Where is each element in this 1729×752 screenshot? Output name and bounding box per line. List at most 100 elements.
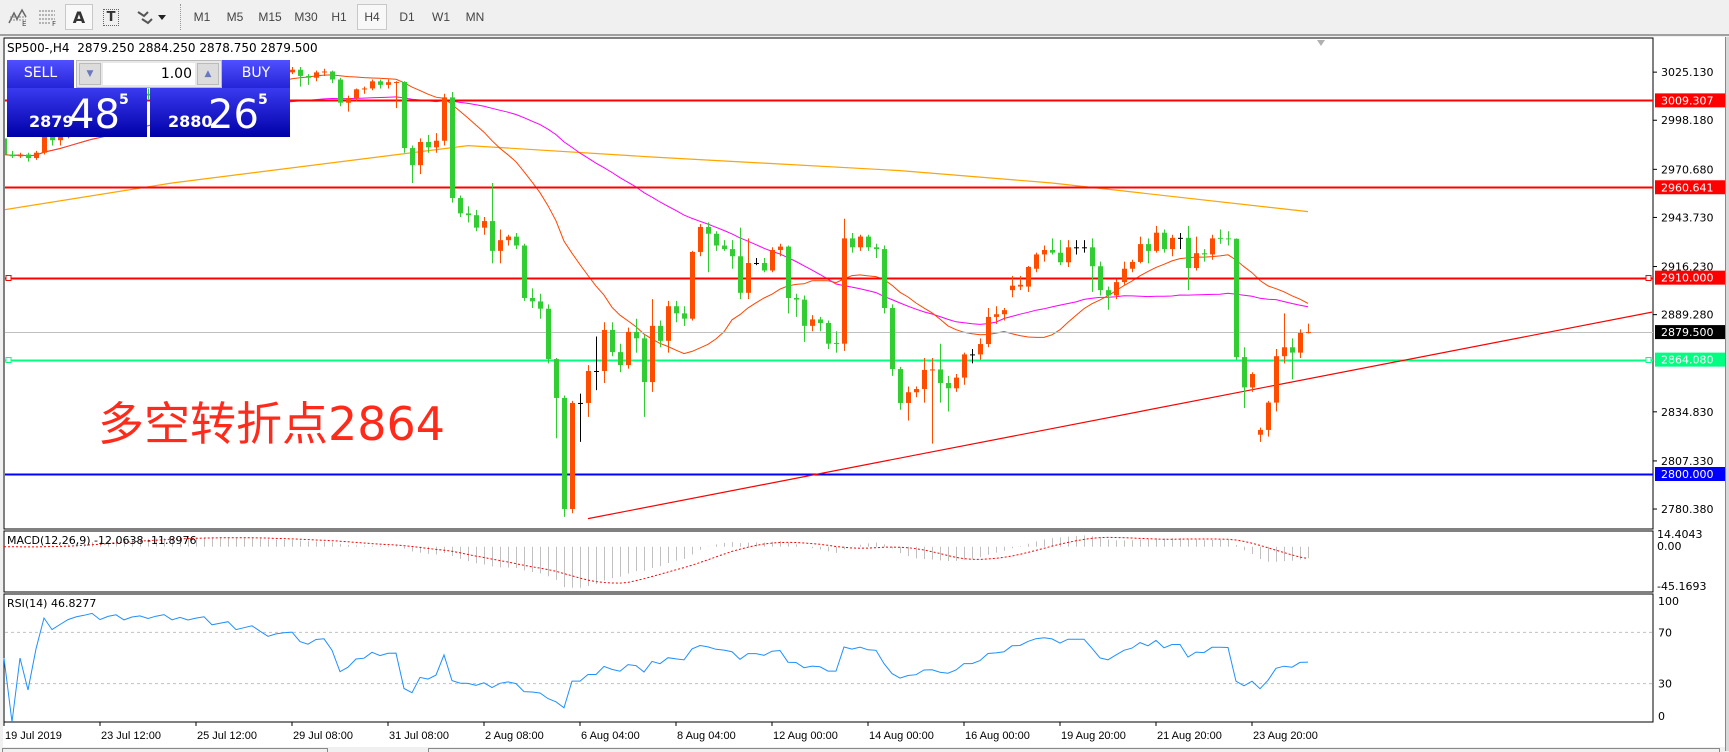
rsi-scale-label: 30	[1658, 678, 1672, 691]
candle	[1114, 279, 1119, 300]
candle	[906, 386, 911, 421]
candle-body	[602, 329, 607, 372]
buy-price-button[interactable]: 2880 26 5	[150, 88, 290, 137]
candle	[498, 229, 503, 264]
candle-body	[1282, 347, 1287, 357]
candle-body	[1298, 332, 1303, 353]
level-anchor-handle	[1645, 357, 1652, 363]
timeframe-m5-button[interactable]: M5	[226, 10, 244, 24]
sell-button[interactable]: SELL	[7, 60, 74, 88]
fibonacci-fan-icon[interactable]: F	[34, 4, 62, 30]
candle-body	[1114, 282, 1119, 296]
sell-price-button[interactable]: 2879 48 5	[7, 88, 147, 137]
candle	[1146, 238, 1151, 264]
candle-body	[5, 138, 7, 155]
candle-body	[514, 236, 519, 246]
chart-tab[interactable]	[2, 748, 328, 752]
rsi-scale-label: 100	[1658, 595, 1679, 608]
candle	[818, 316, 823, 332]
candle	[426, 134, 431, 153]
time-tick-label: 12 Aug 00:00	[773, 730, 838, 742]
candle-body	[994, 314, 999, 317]
candle-body	[42, 136, 47, 153]
candle	[826, 320, 831, 350]
candle	[842, 218, 847, 351]
one-click-trading-panel: SELL ▼ 1.00 ▲ BUY 2879 48 5 2880 26 5	[6, 60, 291, 138]
price-level-tag-text: 2879.500	[1661, 326, 1714, 339]
candle-body	[986, 316, 991, 345]
timeframe-m30-button[interactable]: M30	[294, 10, 318, 24]
candle	[1210, 234, 1215, 260]
timeframe-m15-button[interactable]: M15	[258, 10, 282, 24]
macd-label: MACD(12,26,9) -12.0638 -11.8976	[7, 534, 197, 547]
rsi-line	[3, 612, 1309, 723]
candle-body	[1242, 357, 1247, 388]
candle	[1202, 249, 1207, 262]
candle	[738, 227, 743, 300]
candle-body	[1178, 237, 1183, 239]
candle-body	[970, 354, 975, 356]
candle	[834, 331, 839, 353]
candle-body	[1106, 290, 1111, 296]
timeframe-h1-button[interactable]: H1	[331, 10, 347, 24]
candle-body	[50, 136, 55, 141]
candle-body	[146, 93, 151, 96]
candle-body	[706, 226, 711, 234]
candle	[1090, 238, 1095, 292]
candle-body	[1034, 254, 1039, 269]
candle-body	[434, 140, 439, 148]
macd-scale-label: 14.4043	[1657, 528, 1703, 541]
candle	[706, 222, 711, 273]
candle	[874, 243, 879, 259]
text-box-icon[interactable]: T	[97, 4, 125, 30]
candle-body	[866, 236, 871, 248]
candle-body	[802, 299, 807, 326]
candle-body	[530, 297, 535, 302]
candle	[1018, 275, 1023, 291]
arrows-dropdown-icon[interactable]	[132, 4, 172, 30]
candle-body	[586, 371, 591, 403]
buy-button[interactable]: BUY	[222, 60, 290, 88]
chart-tab[interactable]	[428, 748, 1720, 752]
candle	[930, 357, 935, 444]
text-label-icon[interactable]: A	[65, 4, 93, 30]
candle-body	[890, 307, 895, 370]
candle-body	[626, 331, 631, 366]
candle	[1042, 245, 1047, 262]
timeframe-h4-button[interactable]: H4	[357, 4, 387, 30]
lot-increase-button[interactable]: ▲	[197, 63, 219, 85]
candle	[1058, 240, 1063, 266]
candle	[146, 88, 151, 100]
candle-body	[1146, 244, 1151, 251]
elliott-wave-icon[interactable]: E	[4, 4, 32, 30]
candle	[794, 293, 799, 317]
timeframe-w1-button[interactable]: W1	[432, 10, 450, 24]
lot-size-stepper[interactable]: ▼ 1.00 ▲	[76, 60, 222, 88]
candle-body	[1122, 268, 1127, 283]
level-anchor-handle	[1645, 275, 1652, 281]
pivot-annotation-text[interactable]: 多空转折点2864	[98, 397, 446, 451]
lot-decrease-button[interactable]: ▼	[79, 63, 101, 85]
candle-body	[370, 81, 375, 89]
candle-body	[450, 97, 455, 199]
candle-body	[298, 69, 303, 76]
rsi-scale-label: 0	[1658, 710, 1665, 723]
candle	[34, 150, 39, 160]
lot-size-input[interactable]: 1.00	[103, 63, 195, 85]
candle	[730, 240, 735, 269]
candle	[994, 306, 999, 325]
candle-body	[34, 152, 39, 159]
timeframe-mn-button[interactable]: MN	[465, 10, 485, 24]
candle-body	[1218, 237, 1223, 239]
main-plot	[5, 65, 1653, 520]
timeframe-m1-button[interactable]: M1	[193, 10, 211, 24]
price-level-tag-text: 2910.000	[1661, 272, 1714, 285]
toolbar-empty-area	[818, 0, 1729, 36]
timeframe-d1-button[interactable]: D1	[399, 10, 415, 24]
candle	[970, 349, 975, 364]
candle-body	[330, 71, 335, 80]
candle	[1002, 307, 1007, 321]
candle	[18, 152, 23, 159]
candle	[642, 334, 647, 417]
